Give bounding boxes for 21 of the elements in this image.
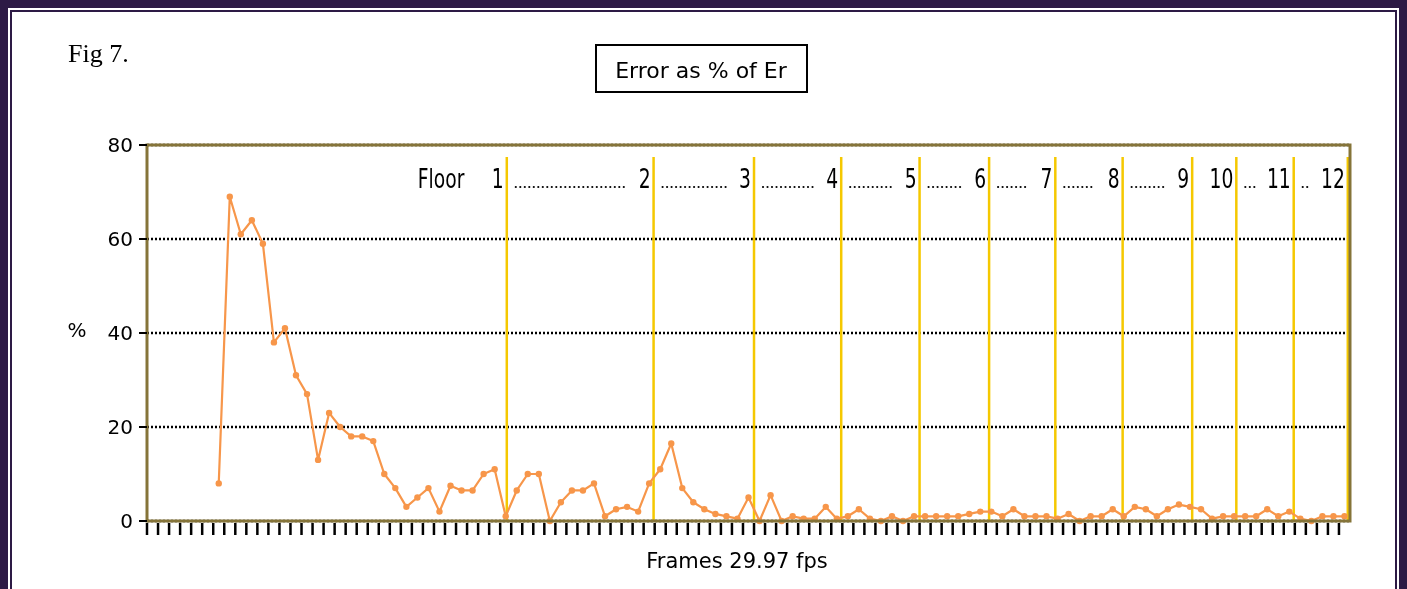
annotation: 4 (826, 163, 839, 194)
annotation: 5 (904, 163, 917, 194)
annotation: 9 (1177, 163, 1190, 194)
annotation: 12 (1320, 163, 1345, 194)
x-axis-title: Frames 29.97 fps (646, 549, 828, 573)
caption: Fig 7. (68, 39, 129, 68)
y-axis-title: % (67, 318, 87, 342)
annotation: 7 (1040, 163, 1053, 194)
annotation: Floor 1 (417, 163, 504, 194)
annotation: 11 (1266, 163, 1291, 194)
annotation: 6 (974, 163, 987, 194)
y-tick-label: 0 (120, 509, 133, 533)
y-tick-label: 20 (107, 415, 133, 439)
y-tick-label: 80 (107, 133, 133, 157)
chart-title: Error as % of Er (615, 58, 788, 83)
y-tick-label: 60 (107, 227, 133, 251)
annotation: 8 (1107, 163, 1120, 194)
annotation: 3 (739, 163, 752, 194)
annotation: 2 (638, 163, 651, 194)
y-tick-label: 40 (107, 321, 133, 345)
annotation: 10 (1209, 163, 1234, 194)
